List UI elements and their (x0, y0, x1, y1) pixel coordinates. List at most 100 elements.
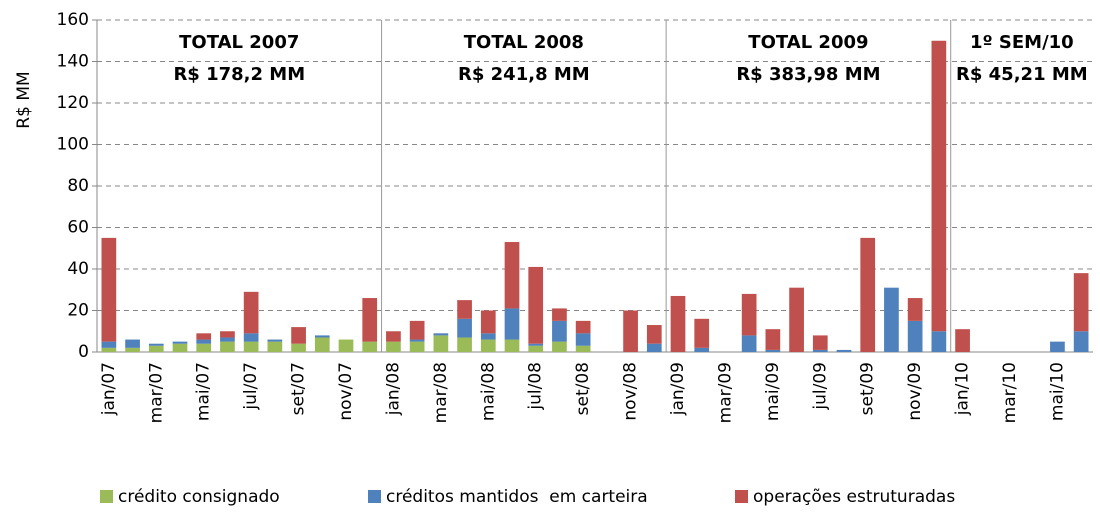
bar-segment (314, 337, 330, 352)
bar-segment (789, 287, 804, 352)
x-tick-label: jul/07 (241, 362, 261, 411)
x-tick-label: set/09 (858, 362, 878, 415)
bar-segment (646, 343, 662, 352)
bar-segment (646, 325, 662, 344)
bar-segment (148, 343, 164, 346)
x-tick-label: nov/09 (905, 362, 925, 421)
bar-segment (172, 341, 188, 344)
bar-segment (243, 341, 259, 352)
bar-segment (409, 320, 425, 340)
bar-segment (575, 333, 591, 346)
bar-segment (741, 335, 757, 352)
annotation: R$ 45,21 MM (956, 64, 1088, 85)
annotation: R$ 178,2 MM (173, 64, 305, 85)
x-tick-label: mai/09 (763, 362, 783, 421)
bar-segment (220, 337, 235, 342)
bar-segment (504, 339, 520, 352)
bar-segment (291, 327, 306, 344)
annotation: R$ 241,8 MM (458, 64, 590, 85)
bar-segment (267, 341, 283, 352)
x-tick-label: set/08 (573, 362, 593, 415)
bar-segment (907, 320, 923, 352)
bar-segment (765, 329, 781, 350)
bar-segment (741, 293, 757, 336)
bar-segment (670, 295, 686, 352)
x-tick-label: mar/09 (715, 362, 735, 423)
bar-segment (196, 333, 212, 340)
bar-segment (338, 339, 354, 352)
y-axis-label: R$ MM (14, 71, 34, 128)
bar-segment (101, 237, 117, 342)
bar-segment (362, 298, 378, 342)
x-tick-label: jan/09 (668, 362, 688, 416)
bar-segment (409, 339, 425, 342)
y-tick-label: 20 (67, 301, 89, 321)
bar-segment (575, 345, 591, 352)
bar-segment (457, 337, 472, 352)
legend-swatch (100, 490, 113, 503)
legend-label: crédito consignado (118, 487, 280, 507)
bar-segment (457, 318, 472, 338)
x-tick-label: nov/08 (621, 362, 641, 421)
bar-segment (125, 347, 140, 352)
bar-segment (267, 339, 283, 342)
bar-segment (552, 308, 567, 321)
x-tick-label: jan/07 (99, 362, 119, 416)
annotation: 1º SEM/10 (970, 32, 1074, 53)
bar-segment (1073, 331, 1089, 352)
bar-segment (504, 308, 520, 340)
bar-segment (172, 343, 188, 352)
bar-segment (575, 320, 591, 334)
annotation: TOTAL 2009 (748, 32, 868, 53)
bar-segment (812, 335, 828, 350)
x-tick-label: jul/09 (810, 362, 830, 411)
annotation: TOTAL 2007 (179, 32, 299, 53)
bar-segment (314, 335, 330, 338)
x-tick-label: jul/08 (526, 362, 546, 411)
annotation: R$ 383,98 MM (736, 64, 880, 85)
bar-segment (694, 347, 710, 352)
bar-segment (243, 291, 259, 334)
bar-segment (955, 329, 970, 352)
x-tick-label: jan/10 (953, 362, 973, 416)
y-tick-label: 80 (67, 176, 89, 196)
bar-segment (528, 343, 544, 346)
bar-segment (931, 40, 947, 332)
y-tick-label: 40 (67, 259, 89, 279)
y-tick-label: 140 (57, 52, 89, 72)
y-tick-label: 60 (67, 218, 89, 238)
bar-segment (931, 331, 947, 352)
x-tick-label: mai/07 (194, 362, 214, 421)
y-tick-label: 160 (57, 10, 89, 30)
bar-segment (220, 331, 235, 338)
bar-segment (409, 341, 425, 352)
x-tick-label: mar/08 (431, 362, 451, 423)
bar-segment (694, 318, 710, 348)
bar-segment (433, 335, 449, 352)
bar-segment (812, 349, 828, 352)
legend-label: créditos mantidos em carteira (386, 487, 648, 507)
bar-segment (196, 343, 212, 352)
x-tick-label: set/07 (289, 362, 309, 415)
bar-segment (552, 341, 567, 352)
bar-segment (860, 237, 876, 352)
bar-segment (101, 341, 117, 348)
bar-segment (480, 333, 496, 340)
bar-segment (220, 341, 235, 352)
x-tick-label: mai/10 (1047, 362, 1067, 421)
legend-swatch (368, 490, 381, 503)
x-tick-label: mar/10 (1000, 362, 1020, 423)
y-tick-label: 100 (57, 135, 89, 155)
y-tick-label: 0 (78, 342, 89, 362)
bar-segment (528, 345, 544, 352)
bar-segment (125, 339, 140, 348)
x-tick-label: mar/07 (146, 362, 166, 423)
bar-segment (243, 333, 259, 342)
x-tick-label: jan/08 (383, 362, 403, 416)
y-tick-label: 120 (57, 93, 89, 113)
bar-segment (386, 331, 401, 342)
bar-segment (480, 310, 496, 334)
bar-segment (623, 310, 638, 352)
legend-label: operações estruturadas (753, 487, 955, 507)
